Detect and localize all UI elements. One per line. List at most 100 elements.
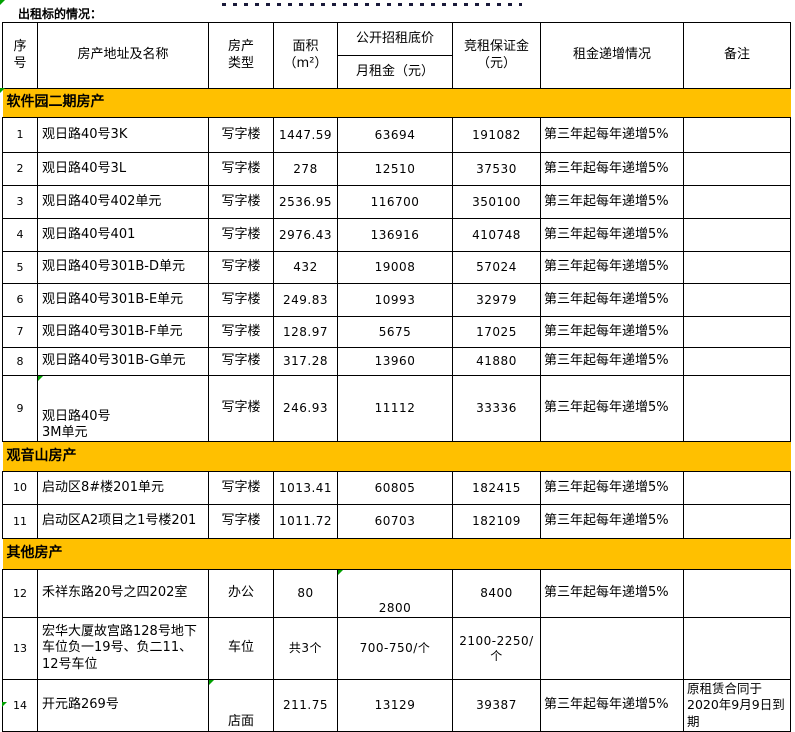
cell-remark[interactable] [683, 375, 791, 442]
cell-area[interactable]: 1447.59 [273, 117, 338, 153]
header-type[interactable]: 房产 类型 [208, 22, 274, 89]
cell-remark[interactable] [683, 347, 791, 376]
cell-area[interactable]: 1013.41 [273, 471, 338, 505]
cell-area[interactable]: 2536.95 [273, 185, 338, 219]
cell-remark[interactable] [683, 152, 791, 186]
cell-area[interactable]: 432 [273, 251, 338, 284]
cell-seq[interactable]: 8 [2, 347, 38, 376]
cell-remark[interactable] [683, 218, 791, 252]
cell-area[interactable]: 246.93 [273, 375, 338, 442]
section-title[interactable]: 其他房产 [2, 538, 791, 570]
section-title[interactable]: 观音山房产 [2, 441, 791, 472]
header-increase[interactable]: 租金递增情况 [540, 22, 684, 89]
cell-address[interactable]: 观日路40号401 [37, 218, 209, 252]
cell-type[interactable]: 办公 [208, 569, 274, 618]
header-seq[interactable]: 序 号 [2, 22, 38, 89]
cell-increase[interactable]: 第三年起每年递增5% [540, 152, 684, 186]
cell-type[interactable]: 写字楼 [208, 347, 274, 376]
cell-type[interactable]: 写字楼 [208, 117, 274, 153]
cell-type[interactable]: 写字楼 [208, 316, 274, 348]
cell-area[interactable]: 80 [273, 569, 338, 618]
cell-increase[interactable]: 第三年起每年递增5% [540, 316, 684, 348]
cell-address[interactable]: 观日路40号301B-D单元 [37, 251, 209, 284]
section-row-software-park[interactable]: 软件园二期房产 [2, 88, 791, 118]
cell-rent[interactable]: 10993 [337, 283, 453, 317]
cell-seq[interactable]: 7 [2, 316, 38, 348]
cell-increase[interactable]: 第三年起每年递增5% [540, 185, 684, 219]
cell-seq[interactable]: 4 [2, 218, 38, 252]
header-deposit[interactable]: 竞租保证金 （元） [452, 22, 541, 89]
cell-type[interactable]: 车位 [208, 617, 274, 680]
cell-type[interactable]: 写字楼 [208, 251, 274, 284]
cell-area[interactable]: 2976.43 [273, 218, 338, 252]
section-title[interactable]: 软件园二期房产 [2, 88, 791, 118]
cell-remark[interactable] [683, 117, 791, 153]
cell-deposit[interactable]: 39387 [452, 679, 541, 732]
cell-deposit[interactable]: 57024 [452, 251, 541, 284]
cell-rent[interactable]: 13129 [337, 679, 453, 732]
cell-area[interactable]: 278 [273, 152, 338, 186]
cell-address[interactable]: 观日路40号3K [37, 117, 209, 153]
cell-rent[interactable]: 60805 [337, 471, 453, 505]
cell-remark[interactable] [683, 569, 791, 618]
cell-increase[interactable]: 第三年起每年递增5% [540, 283, 684, 317]
cell-increase[interactable]: 第三年起每年递增5% [540, 251, 684, 284]
cell-seq[interactable]: 3 [2, 185, 38, 219]
cell-rent[interactable]: 5675 [337, 316, 453, 348]
cell-rent[interactable]: 12510 [337, 152, 453, 186]
cell-increase[interactable]: 第三年起每年递增5% [540, 471, 684, 505]
cell-deposit[interactable]: 2100-2250/个 [452, 617, 541, 680]
cell-type[interactable]: 写字楼 [208, 471, 274, 505]
cell-seq[interactable]: 9 [2, 375, 38, 442]
cell-increase[interactable]: 第三年起每年递增5% [540, 218, 684, 252]
cell-type[interactable]: 写字楼 [208, 218, 274, 252]
cell-type[interactable]: 店面 [208, 679, 274, 732]
cell-rent[interactable]: 63694 [337, 117, 453, 153]
cell-address[interactable]: 开元路269号 [37, 679, 209, 732]
cell-remark[interactable] [683, 471, 791, 505]
cell-area[interactable]: 317.28 [273, 347, 338, 376]
cell-deposit[interactable]: 33336 [452, 375, 541, 442]
cell-remark[interactable] [683, 617, 791, 680]
cell-type[interactable]: 写字楼 [208, 375, 274, 442]
cell-increase[interactable]: 第三年起每年递增5% [540, 117, 684, 153]
cell-address[interactable]: 观日路40号3L [37, 152, 209, 186]
cell-seq[interactable]: 2 [2, 152, 38, 186]
cell-deposit[interactable]: 32979 [452, 283, 541, 317]
cell-type[interactable]: 写字楼 [208, 185, 274, 219]
cell-seq[interactable]: 5 [2, 251, 38, 284]
cell-type[interactable]: 写字楼 [208, 504, 274, 539]
cell-area[interactable]: 1011.72 [273, 504, 338, 539]
cell-rent[interactable]: 116700 [337, 185, 453, 219]
cell-remark[interactable] [683, 251, 791, 284]
header-address[interactable]: 房产地址及名称 [37, 22, 209, 89]
header-price-title[interactable]: 公开招租底价 [337, 22, 453, 56]
cell-seq[interactable]: 14 [2, 679, 38, 732]
cell-deposit[interactable]: 37530 [452, 152, 541, 186]
cell-deposit[interactable]: 17025 [452, 316, 541, 348]
cell-address[interactable]: 禾祥东路20号之四202室 [37, 569, 209, 618]
cell-seq[interactable]: 6 [2, 283, 38, 317]
cell-increase[interactable]: 第三年起每年递增5% [540, 569, 684, 618]
cell-address[interactable]: 启动区A2项目之1号楼201 [37, 504, 209, 539]
cell-seq[interactable]: 11 [2, 504, 38, 539]
section-row-other[interactable]: 其他房产 [2, 538, 791, 570]
cell-remark[interactable] [683, 504, 791, 539]
header-price-sub[interactable]: 月租金（元） [337, 55, 453, 89]
header-remark[interactable]: 备注 [683, 22, 791, 89]
cell-rent[interactable]: 700-750/个 [337, 617, 453, 680]
cell-rent[interactable]: 60703 [337, 504, 453, 539]
cell-rent[interactable]: 2800 [337, 569, 453, 618]
cell-deposit[interactable]: 182109 [452, 504, 541, 539]
cell-type[interactable]: 写字楼 [208, 283, 274, 317]
cell-address[interactable]: 宏华大厦故宫路128号地下车位负一19号、负二11、12号车位 [37, 617, 209, 680]
cell-seq[interactable]: 1 [2, 117, 38, 153]
cell-rent[interactable]: 136916 [337, 218, 453, 252]
cell-area[interactable]: 211.75 [273, 679, 338, 732]
cell-rent[interactable]: 11112 [337, 375, 453, 442]
cell-seq[interactable]: 10 [2, 471, 38, 505]
cell-deposit[interactable]: 191082 [452, 117, 541, 153]
section-row-guanyinshan[interactable]: 观音山房产 [2, 441, 791, 472]
cell-increase[interactable]: 第三年起每年递增5% [540, 504, 684, 539]
cell-remark[interactable] [683, 283, 791, 317]
